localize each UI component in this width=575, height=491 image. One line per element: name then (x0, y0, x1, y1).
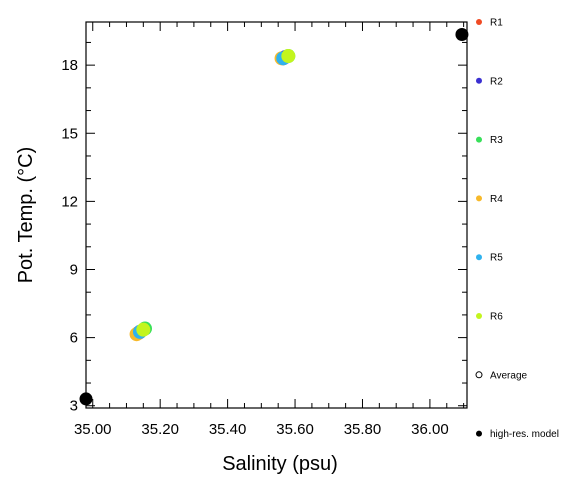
legend-label: Average (490, 370, 528, 381)
x-tick-label: 35.20 (141, 421, 179, 438)
data-point-r6 (136, 322, 151, 337)
data-point-r6 (281, 49, 296, 64)
y-tick-label: 18 (61, 57, 78, 74)
y-tick-label: 9 (70, 261, 78, 278)
legend-marker (476, 195, 482, 202)
x-tick-label: 35.40 (209, 421, 247, 438)
x-tick-label: 35.00 (74, 421, 112, 438)
legend-marker (476, 136, 482, 143)
data-points (79, 27, 469, 406)
y-tick-label: 12 (61, 193, 78, 210)
legend-marker (476, 430, 482, 437)
y-axis-ticks: 3 6 9 12 15 18 (61, 41, 467, 415)
legend-label: R2 (490, 76, 503, 87)
data-point-high-res-model (455, 27, 469, 41)
legend-label: R5 (490, 253, 503, 264)
x-tick-label: 36.00 (411, 421, 449, 438)
legend-marker (475, 371, 483, 379)
y-tick-label: 3 (70, 398, 78, 415)
y-tick-label: 15 (61, 125, 78, 142)
data-point-high-res-model (79, 392, 93, 406)
y-axis-title: Pot. Temp. (°C) (15, 147, 37, 284)
plot-border (85, 21, 468, 409)
legend-label: R6 (490, 312, 503, 323)
legend-label: R1 (490, 18, 503, 29)
legend-label: R4 (490, 194, 503, 205)
legend-label: R3 (490, 135, 503, 146)
x-axis-ticks: 35.00 35.20 35.40 35.60 35.80 36.00 (74, 22, 465, 438)
x-axis-title: Salinity (psu) (222, 453, 338, 475)
legend: R1 R2 R3 R4 R5 R6 Average high-res. model (475, 18, 559, 440)
y-tick-label: 6 (70, 330, 78, 347)
legend-marker (476, 313, 482, 319)
legend-marker (476, 254, 482, 261)
x-tick-label: 35.60 (276, 421, 314, 438)
plot-frame (85, 21, 468, 409)
legend-label: high-res. model (490, 429, 559, 440)
legend-marker (476, 19, 482, 25)
x-tick-label: 35.80 (344, 421, 382, 438)
legend-marker (476, 77, 482, 84)
